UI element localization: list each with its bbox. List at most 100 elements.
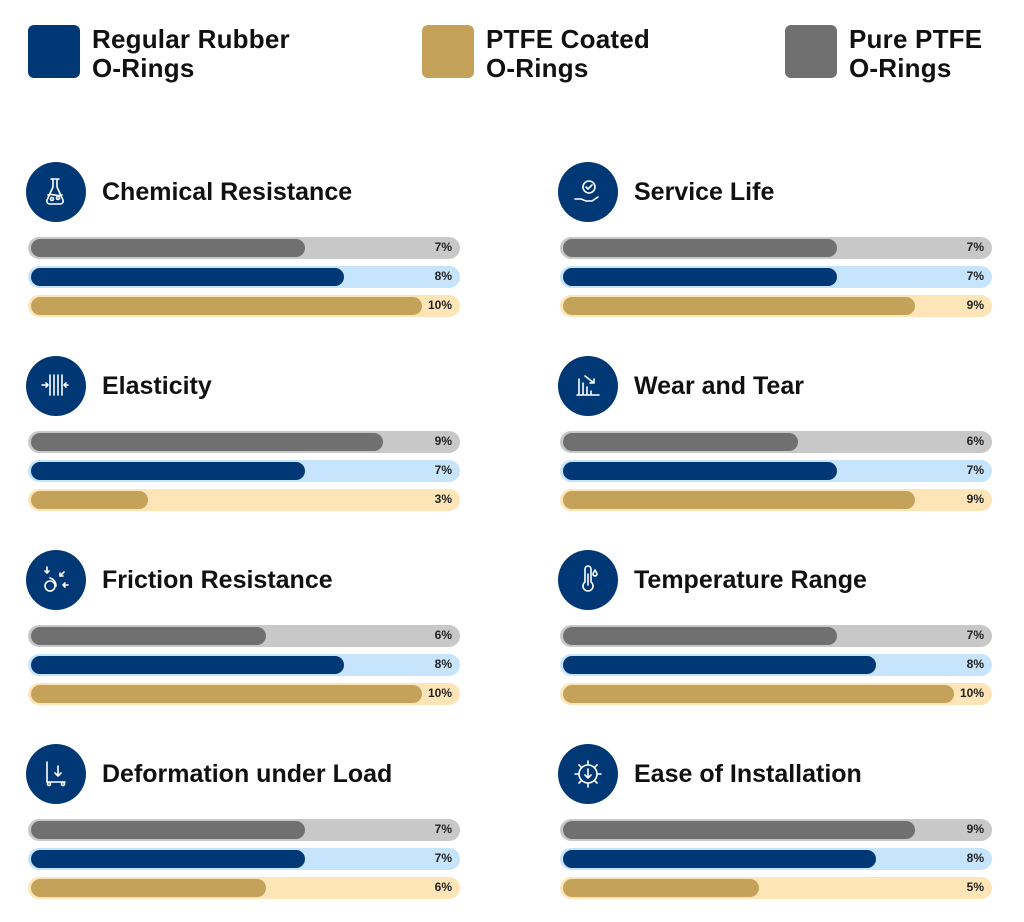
panel-wear-and-tear: Wear and Tear 6% 7% 9%	[558, 355, 992, 518]
bar-label-coated: 9%	[966, 492, 984, 506]
bar-label-regular: 8%	[434, 657, 452, 671]
bar-regular	[31, 268, 344, 286]
bar-track-regular: 7%	[560, 460, 992, 482]
bar-regular	[563, 462, 837, 480]
bar-label-regular: 8%	[434, 269, 452, 283]
bar-pure	[31, 627, 266, 645]
bar-label-coated: 10%	[959, 686, 984, 700]
bar-label-regular: 7%	[966, 463, 984, 477]
panel-title: Wear and Tear	[634, 371, 804, 400]
bar-track-coated: 10%	[28, 295, 460, 317]
flask-icon	[26, 162, 86, 222]
bar-pure	[31, 821, 305, 839]
bar-label-pure: 7%	[966, 628, 984, 642]
bar-label-coated: 10%	[427, 298, 452, 312]
bar-label-pure: 7%	[434, 822, 452, 836]
legend-label-regular: Regular Rubber O-Rings	[92, 24, 290, 83]
panel-temperature-range: Temperature Range 7% 8% 10%	[558, 549, 992, 712]
legend-item-pure: Pure PTFE O-Rings	[785, 25, 989, 83]
bar-track-regular: 7%	[28, 460, 460, 482]
bar-regular	[563, 850, 876, 868]
panel-title: Temperature Range	[634, 565, 867, 594]
bar-pure	[31, 433, 383, 451]
bar-track-coated: 9%	[560, 295, 992, 317]
bar-label-regular: 8%	[966, 657, 984, 671]
bar-regular	[31, 656, 344, 674]
bar-pure	[31, 239, 305, 257]
friction-icon	[26, 550, 86, 610]
bar-pure	[563, 627, 837, 645]
legend-item-regular: Regular Rubber O-Rings	[28, 25, 312, 83]
bar-track-pure: 7%	[28, 237, 460, 259]
bar-track-regular: 8%	[28, 654, 460, 676]
bar-label-pure: 9%	[966, 822, 984, 836]
bar-label-pure: 7%	[966, 240, 984, 254]
bar-regular	[563, 268, 837, 286]
panel-elasticity: Elasticity 9% 7% 3%	[26, 355, 460, 518]
legend-swatch-pure	[785, 25, 837, 78]
bar-track-coated: 9%	[560, 489, 992, 511]
panel-title: Chemical Resistance	[102, 177, 353, 206]
bar-track-pure: 6%	[28, 625, 460, 647]
bar-track-coated: 5%	[560, 877, 992, 899]
bar-label-coated: 9%	[966, 298, 984, 312]
bar-track-pure: 7%	[28, 819, 460, 841]
bar-track-pure: 6%	[560, 431, 992, 453]
bar-coated	[31, 297, 422, 315]
legend-label-pure: Pure PTFE O-Rings	[849, 24, 983, 83]
bar-regular	[31, 462, 305, 480]
bar-track-regular: 8%	[28, 266, 460, 288]
bar-track-coated: 3%	[28, 489, 460, 511]
bar-track-regular: 7%	[28, 848, 460, 870]
bar-label-pure: 6%	[966, 434, 984, 448]
bar-track-regular: 7%	[560, 266, 992, 288]
bar-label-pure: 6%	[434, 628, 452, 642]
legend-swatch-regular	[28, 25, 80, 78]
bar-track-regular: 8%	[560, 654, 992, 676]
bar-regular	[31, 850, 305, 868]
panel-title: Service Life	[634, 177, 775, 206]
bar-label-coated: 5%	[966, 880, 984, 894]
bar-track-coated: 10%	[28, 683, 460, 705]
bar-coated	[563, 879, 759, 897]
panel-friction-resistance: Friction Resistance 6% 8% 10%	[26, 549, 460, 712]
bar-label-pure: 7%	[434, 240, 452, 254]
bar-coated	[563, 297, 915, 315]
gear-download-icon	[558, 744, 618, 804]
panel-ease-of-installation: Ease of Installation 9% 8% 5%	[558, 743, 992, 906]
bar-coated	[31, 491, 149, 509]
panel-service-life: Service Life 7% 7% 9%	[558, 161, 992, 324]
bar-label-coated: 6%	[434, 880, 452, 894]
bar-coated	[563, 491, 915, 509]
compress-icon	[26, 356, 86, 416]
bar-track-regular: 8%	[560, 848, 992, 870]
bar-pure	[563, 239, 837, 257]
bar-label-regular: 8%	[966, 851, 984, 865]
hand-gear-icon	[558, 162, 618, 222]
bar-coated	[31, 685, 422, 703]
bar-label-regular: 7%	[434, 851, 452, 865]
panel-title: Deformation under Load	[102, 759, 393, 788]
panel-title: Friction Resistance	[102, 565, 333, 594]
bar-track-pure: 7%	[560, 625, 992, 647]
bar-coated	[563, 685, 954, 703]
legend-label-coated: PTFE Coated O-Rings	[486, 24, 650, 83]
bar-pure	[563, 821, 915, 839]
legend-item-coated: PTFE Coated O-Rings	[422, 25, 666, 83]
panel-title: Ease of Installation	[634, 759, 862, 788]
bar-label-regular: 7%	[434, 463, 452, 477]
thermometer-icon	[558, 550, 618, 610]
panel-title: Elasticity	[102, 371, 212, 400]
bar-track-pure: 9%	[28, 431, 460, 453]
legend-swatch-coated	[422, 25, 474, 78]
bar-label-regular: 7%	[966, 269, 984, 283]
bar-regular	[563, 656, 876, 674]
bar-track-pure: 7%	[560, 237, 992, 259]
bar-track-coated: 10%	[560, 683, 992, 705]
panel-deformation-under-load: Deformation under Load 7% 7% 6%	[26, 743, 460, 906]
bar-track-pure: 9%	[560, 819, 992, 841]
bar-label-pure: 9%	[434, 434, 452, 448]
load-icon	[26, 744, 86, 804]
bar-coated	[31, 879, 266, 897]
